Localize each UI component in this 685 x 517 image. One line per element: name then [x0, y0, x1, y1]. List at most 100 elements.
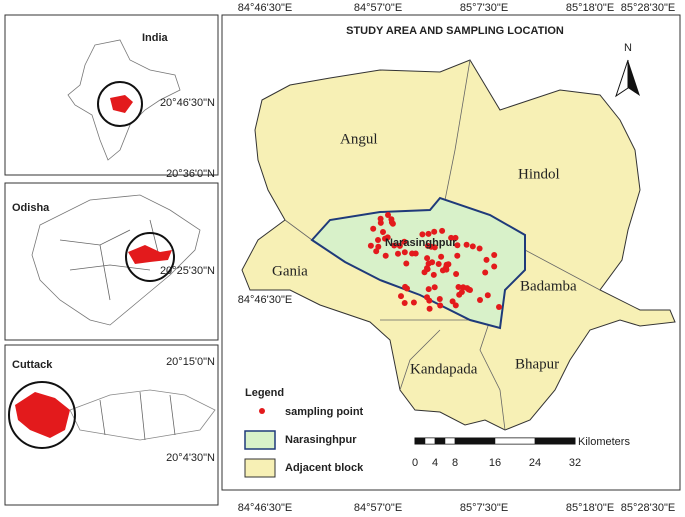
sampling-point	[431, 284, 438, 291]
north-label: N	[624, 42, 632, 54]
sampling-point	[409, 250, 416, 257]
scale-label: 0	[412, 457, 418, 469]
sampling-point	[425, 286, 432, 293]
sampling-point	[476, 245, 483, 252]
sampling-point	[396, 242, 403, 249]
sampling-point	[426, 305, 433, 312]
sampling-point	[439, 227, 446, 234]
lon-label: 85°28'30"E	[621, 2, 675, 14]
block-label: Angul	[340, 131, 378, 147]
sampling-point	[380, 229, 386, 235]
legend-item: sampling point	[285, 406, 364, 418]
block-label: Bhapur	[515, 356, 559, 372]
sampling-point	[437, 302, 444, 309]
sampling-point	[452, 302, 459, 309]
sampling-point	[375, 243, 382, 250]
sampling-point	[460, 284, 467, 291]
scale-segment	[494, 437, 536, 445]
lon-label: 85°18'0"E	[566, 2, 614, 14]
sampling-point	[370, 225, 377, 232]
sampling-point	[467, 287, 473, 293]
lon-label: 84°46'30"E	[238, 294, 292, 306]
district-borders	[59, 219, 161, 301]
scale-label: 32	[569, 457, 581, 469]
sampling-point	[384, 234, 391, 241]
sampling-point	[454, 242, 461, 249]
scale-label: 8	[452, 457, 458, 469]
sampling-point	[429, 259, 436, 266]
main-frame	[221, 14, 681, 491]
inset-circle	[8, 381, 76, 449]
sampling-point	[436, 296, 443, 302]
scale-segment	[454, 437, 496, 445]
sampling-point	[377, 219, 384, 226]
inset-circle	[125, 232, 175, 282]
sampling-point	[428, 243, 435, 250]
cuttack-highlight	[128, 245, 172, 264]
sampling-point	[455, 284, 462, 290]
sampling-point	[382, 252, 389, 259]
inset-frame	[4, 344, 219, 506]
sampling-point	[401, 300, 408, 306]
sampling-point	[496, 304, 502, 310]
scale-segment	[414, 437, 426, 445]
lon-label: 85°18'0"E	[566, 502, 614, 514]
scale-segment	[534, 437, 576, 445]
lon-label: 84°46'30"E	[238, 502, 292, 514]
sampling-point	[477, 297, 483, 303]
lat-label: 20°25'30"N	[160, 265, 215, 277]
sampling-point	[388, 216, 395, 223]
sampling-point	[424, 255, 431, 262]
lat-label: 20°46'30"N	[160, 97, 215, 109]
lon-label: 84°57'0"E	[354, 2, 402, 14]
inset-circle	[97, 81, 143, 127]
sampling-point	[410, 299, 417, 306]
scale-label: 24	[529, 457, 541, 469]
map-title: STUDY AREA AND SAMPLING LOCATION	[346, 25, 564, 37]
sampling-point	[483, 256, 490, 263]
lon-label: 85°7'30"E	[460, 502, 508, 514]
lon-label: 84°57'0"E	[354, 502, 402, 514]
lon-label: 84°46'30"E	[238, 2, 292, 14]
block-label: Hindol	[518, 166, 560, 182]
legend-title: Legend	[245, 387, 284, 399]
sampling-point	[454, 252, 461, 259]
block-label: Narasinghpur	[385, 237, 457, 249]
inset-label: Odisha	[12, 202, 50, 214]
sampling-point	[443, 266, 450, 273]
legend-symbol	[259, 408, 265, 414]
sampling-point	[463, 241, 470, 248]
inset-frame	[4, 14, 219, 176]
sampling-point	[425, 230, 432, 237]
lon-label: 85°7'30"E	[460, 2, 508, 14]
scale-unit: Kilometers	[578, 436, 630, 448]
sampling-point	[367, 242, 374, 249]
legend-item: Adjacent block	[285, 462, 364, 474]
sampling-point	[402, 283, 409, 290]
sampling-point	[395, 250, 401, 257]
sampling-point	[385, 212, 391, 218]
block-borders	[284, 59, 601, 431]
block-label: Gania	[272, 263, 308, 279]
sampling-point	[448, 234, 455, 241]
scale-segment	[424, 437, 436, 445]
inset-label: India	[142, 32, 169, 44]
north-arrow	[615, 59, 629, 98]
sampling-point	[419, 231, 426, 238]
sampling-point	[452, 234, 459, 241]
legend-item: Narasinghpur	[285, 434, 357, 446]
sampling-point	[449, 298, 456, 305]
sampling-point	[401, 249, 408, 256]
narasinghpur-block	[310, 196, 526, 330]
inset-frame	[4, 182, 219, 341]
scale-label: 16	[489, 457, 501, 469]
sampling-point	[375, 237, 381, 243]
sampling-point	[469, 243, 476, 250]
lon-label: 85°28'30"E	[621, 502, 675, 514]
block-label: Badamba	[520, 278, 577, 294]
sampling-point	[401, 238, 408, 245]
odisha-outline	[31, 194, 201, 326]
odisha-highlight	[110, 95, 133, 113]
sampling-point	[491, 263, 498, 270]
